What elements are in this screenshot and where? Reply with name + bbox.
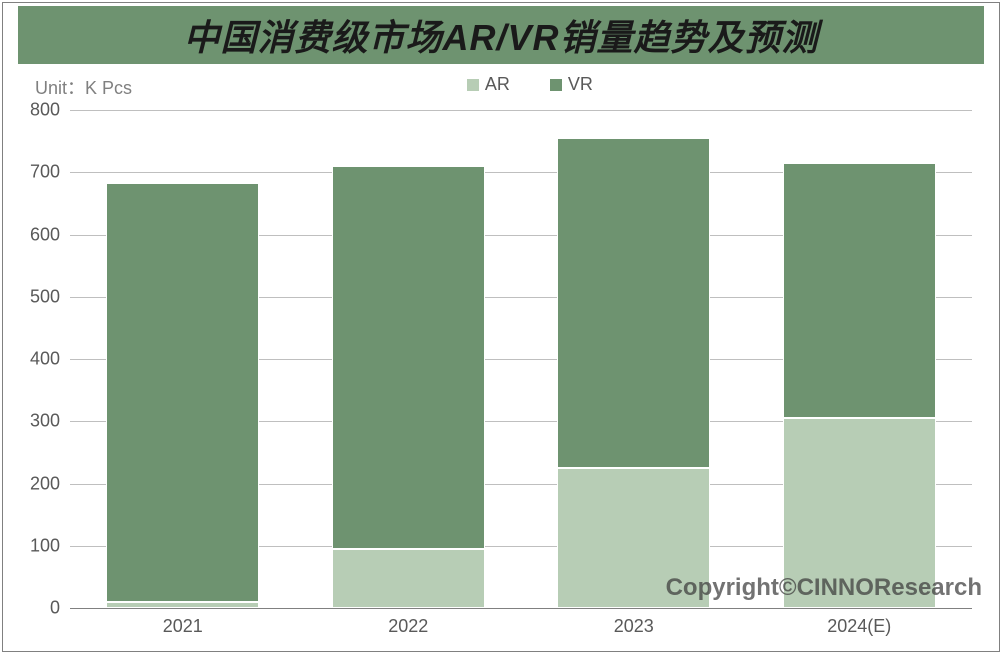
y-tick-label: 200 (30, 473, 70, 494)
y-tick-label: 600 (30, 224, 70, 245)
x-tick-label: 2022 (388, 608, 428, 637)
legend-label: VR (568, 74, 593, 95)
legend: AR VR (467, 74, 593, 95)
unit-label: Unit：K Pcs (35, 74, 132, 100)
legend-item-vr: VR (550, 74, 593, 95)
bar-segment-vr (557, 138, 710, 468)
bar-segment-vr (332, 166, 485, 549)
bar-group (557, 110, 710, 608)
y-tick-label: 400 (30, 349, 70, 370)
x-tick-label: 2023 (614, 608, 654, 637)
bar-group (106, 110, 259, 608)
bar-segment-vr (106, 183, 259, 601)
plot-area: 0100200300400500600700800202120222023202… (70, 110, 972, 608)
legend-item-ar: AR (467, 74, 510, 95)
legend-label: AR (485, 74, 510, 95)
bar-segment-ar (332, 549, 485, 608)
y-tick-label: 700 (30, 162, 70, 183)
bar-segment-ar (106, 602, 259, 608)
bar-group (332, 110, 485, 608)
watermark: Copyright©CINNOResearch (666, 574, 982, 602)
x-tick-label: 2024(E) (827, 608, 891, 637)
y-tick-label: 300 (30, 411, 70, 432)
bar-group (783, 110, 936, 608)
chart-title: 中国消费级市场AR/VR销量趋势及预测 (183, 9, 818, 61)
legend-swatch (550, 79, 562, 91)
y-tick-label: 0 (50, 598, 70, 619)
chart-title-bar: 中国消费级市场AR/VR销量趋势及预测 (18, 6, 984, 64)
y-tick-label: 500 (30, 286, 70, 307)
y-tick-label: 100 (30, 535, 70, 556)
y-tick-label: 800 (30, 100, 70, 121)
bar-segment-vr (783, 163, 936, 418)
legend-swatch (467, 79, 479, 91)
x-tick-label: 2021 (163, 608, 203, 637)
